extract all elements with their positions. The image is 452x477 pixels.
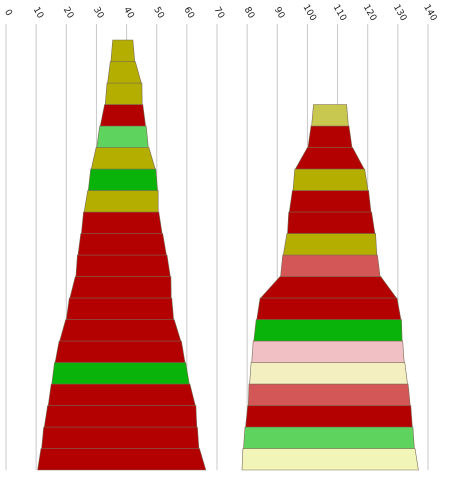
stack-1-layer-2 — [41, 426, 200, 449]
stack-1-layer-12 — [81, 211, 163, 234]
stack-2-layer-17 — [311, 104, 349, 127]
stack-2-layer-11 — [282, 233, 378, 256]
x-tick-label: 20 — [61, 6, 76, 21]
x-tick-label: 140 — [421, 3, 438, 23]
x-tick-label: 30 — [91, 6, 106, 21]
stack-1-layer-16 — [96, 125, 149, 148]
x-tick-label: 90 — [272, 6, 287, 21]
stack-2-layer-6 — [251, 340, 405, 363]
stack-1-layer-15 — [90, 147, 156, 170]
stack-1-layer-14 — [87, 168, 158, 191]
x-axis-tick-labels: 0 10 20 30 40 50 60 70 80 90 100 110 120 130 140 — [2, 3, 439, 23]
stack-2-layer-15 — [294, 147, 365, 170]
stack-1-layer-8 — [65, 297, 174, 320]
x-tick-label: 0 — [2, 8, 14, 18]
stack-1-layer-6 — [54, 340, 186, 363]
stack-2-layer-8 — [256, 297, 402, 320]
stack-1-layer-11 — [77, 233, 167, 256]
stack-2-layer-5 — [249, 362, 408, 385]
stack-2-layer-14 — [292, 168, 369, 191]
x-tick-label: 120 — [361, 3, 378, 23]
x-tick-label: 70 — [212, 6, 227, 21]
stack-1-layer-9 — [69, 276, 172, 299]
x-tick-label: 130 — [391, 3, 408, 23]
stack-2 — [241, 104, 419, 471]
stack-2-layer-10 — [280, 254, 381, 277]
x-tick-label: 100 — [301, 3, 318, 23]
x-tick-label: 50 — [151, 6, 166, 21]
stack-2-layer-13 — [288, 190, 372, 213]
stack-1-layer-13 — [83, 190, 159, 213]
stack-2-layer-2 — [243, 426, 415, 449]
stack-2-layer-7 — [253, 319, 403, 342]
stack-1-layer-19 — [107, 61, 142, 84]
x-tick-label: 40 — [121, 6, 136, 21]
stack-2-layer-3 — [245, 405, 413, 428]
stack-1-layer-18 — [104, 82, 143, 105]
stack-2-layer-12 — [287, 211, 376, 234]
trapezoid-stacks — [37, 39, 419, 471]
stack-2-layer-16 — [307, 125, 353, 148]
stack-1-layer-5 — [51, 362, 190, 385]
x-tick-label: 80 — [242, 6, 257, 21]
stack-2-layer-4 — [247, 383, 411, 406]
x-tick-label: 10 — [31, 6, 46, 21]
stack-1-layer-1 — [37, 448, 207, 471]
stack-1-layer-20 — [110, 39, 136, 62]
stack-1-layer-7 — [59, 319, 182, 342]
stack-1 — [37, 39, 207, 471]
stack-1-layer-3 — [43, 405, 198, 428]
x-tick-label: 110 — [331, 3, 348, 23]
stack-2-layer-9 — [260, 276, 397, 299]
x-tick-label: 60 — [181, 6, 196, 21]
stack-1-layer-10 — [75, 254, 171, 277]
stack-1-layer-4 — [47, 383, 196, 406]
stack-2-layer-1 — [241, 448, 419, 471]
stack-1-layer-17 — [99, 104, 146, 127]
